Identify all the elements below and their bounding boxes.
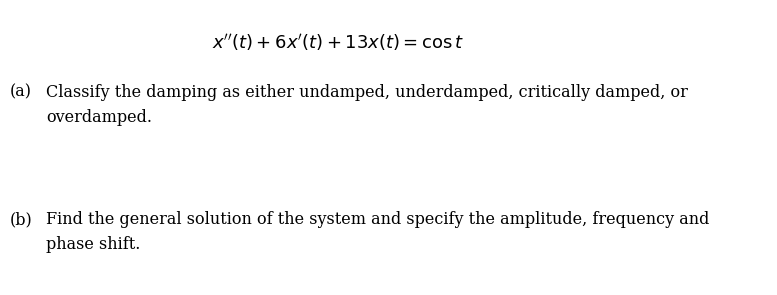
Text: $x''(t) + 6x'(t) + 13x(t) = \cos t$: $x''(t) + 6x'(t) + 13x(t) = \cos t$ — [212, 32, 465, 53]
Text: (a): (a) — [9, 84, 32, 101]
Text: (b): (b) — [9, 211, 32, 228]
Text: Find the general solution of the system and specify the amplitude, frequency and: Find the general solution of the system … — [47, 211, 709, 253]
Text: Classify the damping as either undamped, underdamped, critically damped, or
over: Classify the damping as either undamped,… — [47, 84, 688, 126]
